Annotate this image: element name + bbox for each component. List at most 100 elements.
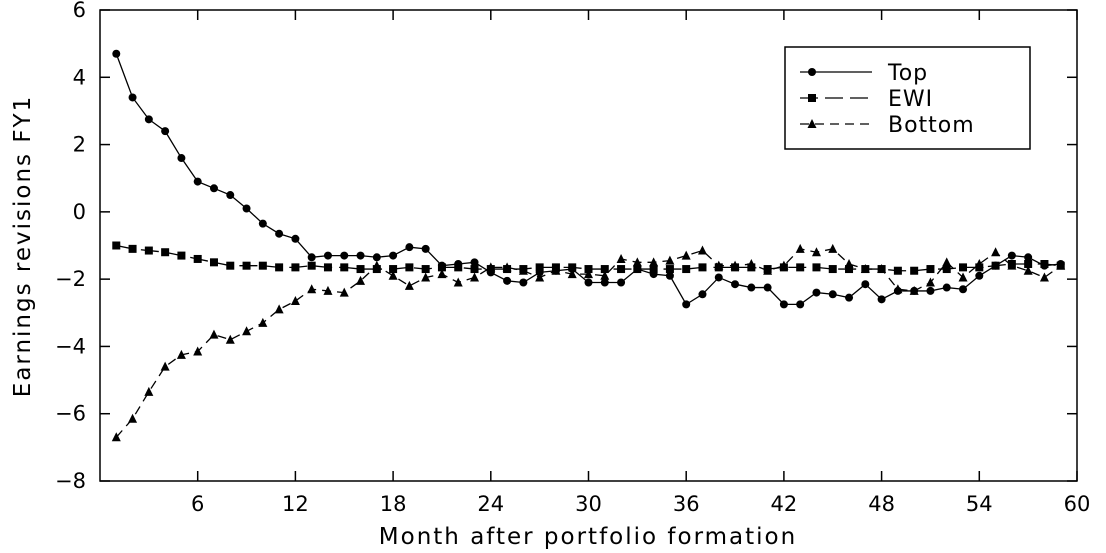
point-ewi xyxy=(893,266,902,275)
x-tick-label: 48 xyxy=(868,492,895,516)
x-axis-title: Month after portfolio formation xyxy=(379,524,797,550)
point-ewi xyxy=(177,251,186,260)
y-tick-label: 4 xyxy=(73,65,86,89)
point-bottom xyxy=(470,272,480,282)
point-ewi xyxy=(356,265,365,274)
x-tick-label: 60 xyxy=(1064,492,1091,516)
point-top xyxy=(112,49,121,58)
point-top xyxy=(665,271,674,280)
point-ewi xyxy=(275,263,284,272)
legend-label-bottom: Bottom xyxy=(888,113,975,138)
x-tick-label: 24 xyxy=(477,492,504,516)
point-top xyxy=(421,244,430,253)
point-top xyxy=(144,115,153,124)
point-bottom xyxy=(486,262,496,272)
point-top xyxy=(1024,253,1033,262)
point-bottom xyxy=(974,259,984,269)
point-bottom xyxy=(860,264,870,274)
point-bottom xyxy=(274,304,284,314)
point-bottom xyxy=(714,260,724,270)
point-ewi xyxy=(649,265,658,274)
x-tick-label: 42 xyxy=(771,492,798,516)
point-top xyxy=(926,286,935,295)
point-top xyxy=(1007,251,1016,260)
point-top xyxy=(747,283,756,292)
point-top xyxy=(698,290,707,299)
point-bottom xyxy=(421,272,431,282)
point-bottom xyxy=(1023,265,1033,275)
point-ewi xyxy=(926,265,935,274)
point-bottom xyxy=(1039,272,1049,282)
point-bottom xyxy=(209,329,219,339)
point-top xyxy=(258,219,267,228)
point-top xyxy=(389,251,398,260)
point-bottom xyxy=(111,432,121,442)
point-bottom xyxy=(307,284,317,294)
point-bottom xyxy=(649,257,659,267)
point-ewi xyxy=(405,263,414,272)
point-ewi xyxy=(161,248,170,257)
point-bottom xyxy=(584,269,593,279)
point-ewi xyxy=(942,265,951,274)
point-bottom xyxy=(339,287,349,297)
point-top xyxy=(682,300,691,309)
legend-item-top: Top xyxy=(800,61,927,86)
point-bottom xyxy=(1007,260,1017,270)
y-tick-label: 6 xyxy=(73,0,86,22)
point-bottom xyxy=(453,277,463,287)
point-ewi xyxy=(600,265,609,274)
point-ewi xyxy=(584,265,593,274)
point-ewi xyxy=(682,265,691,274)
x-tick-label: 12 xyxy=(282,492,309,516)
point-bottom xyxy=(844,259,854,269)
point-top xyxy=(405,243,414,252)
y-tick-label: −8 xyxy=(55,469,86,493)
point-ewi xyxy=(828,265,837,274)
point-top xyxy=(779,300,788,309)
point-bottom xyxy=(746,259,756,269)
point-top xyxy=(372,253,381,262)
point-ewi xyxy=(1024,260,1033,269)
point-top xyxy=(959,285,968,294)
point-top xyxy=(877,295,886,304)
y-tick-label: −6 xyxy=(55,402,86,426)
point-bottom xyxy=(795,243,805,253)
y-tick-label: 0 xyxy=(73,200,86,224)
point-ewi xyxy=(1040,260,1049,269)
point-ewi xyxy=(698,263,707,272)
point-bottom xyxy=(502,262,512,272)
point-bottom xyxy=(128,413,138,423)
point-top xyxy=(291,234,300,243)
point-bottom xyxy=(518,265,528,275)
point-ewi xyxy=(454,263,463,272)
point-bottom xyxy=(681,250,691,260)
point-ewi xyxy=(291,263,300,272)
point-bottom xyxy=(877,264,887,274)
point-top xyxy=(128,93,137,102)
point-ewi xyxy=(470,265,479,274)
point-top xyxy=(242,204,251,213)
point-top xyxy=(845,293,854,302)
point-ewi xyxy=(665,265,674,274)
point-ewi xyxy=(258,261,267,270)
point-bottom xyxy=(828,243,838,253)
point-top xyxy=(340,251,349,260)
point-top xyxy=(731,280,740,289)
point-top xyxy=(307,253,316,262)
point-bottom xyxy=(242,326,252,336)
point-ewi xyxy=(307,261,316,270)
point-top xyxy=(503,276,512,285)
point-bottom xyxy=(730,260,740,270)
point-bottom xyxy=(535,272,545,282)
series-layer xyxy=(111,49,1066,442)
legend-item-ewi: EWI xyxy=(800,87,932,112)
x-tick-label: 54 xyxy=(966,492,993,516)
point-top xyxy=(796,300,805,309)
legend-marker-bottom xyxy=(807,119,817,128)
point-ewi xyxy=(209,258,218,267)
series-line-ewi xyxy=(116,244,1061,272)
point-bottom xyxy=(437,269,447,279)
point-top xyxy=(763,283,772,292)
point-bottom xyxy=(616,253,626,263)
point-ewi xyxy=(845,265,854,274)
